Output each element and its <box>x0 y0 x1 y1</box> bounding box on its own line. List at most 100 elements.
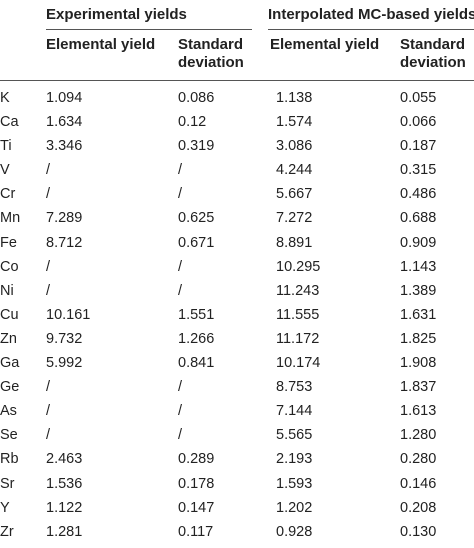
mc-yield-cell: 1.202 <box>276 499 313 516</box>
exp-sd-cell: 0.147 <box>178 499 215 516</box>
element-cell: Se <box>0 427 18 444</box>
mc-yield-cell: 0.928 <box>276 523 313 540</box>
mc-yield-cell: 3.086 <box>276 138 313 155</box>
table-row: Se / / 5.565 1.280 <box>0 425 474 449</box>
element-cell: Cu <box>0 306 19 323</box>
element-cell: Y <box>0 499 10 516</box>
element-cell: K <box>0 90 10 106</box>
element-cell: Zr <box>0 523 14 540</box>
exp-yield-cell: / <box>46 379 51 396</box>
table-row: Mn 7.289 0.625 7.272 0.688 <box>0 208 474 232</box>
table-row: Ti 3.346 0.319 3.086 0.187 <box>0 136 474 160</box>
exp-sd-cell: / <box>178 282 183 299</box>
table-row: Co / / 10.295 1.143 <box>0 257 474 281</box>
mc-sd-cell: 0.208 <box>400 499 437 516</box>
exp-sd-header-line1: Standard <box>178 36 244 53</box>
mc-sd-header-line2: deviation <box>400 54 466 71</box>
mc-sd-cell: 0.315 <box>400 162 437 179</box>
mc-yield-cell: 7.144 <box>276 403 313 420</box>
mc-sd-cell: 0.130 <box>400 523 437 540</box>
element-cell: Zn <box>0 330 17 347</box>
element-cell: Ge <box>0 379 20 396</box>
exp-sd-cell: / <box>178 379 183 396</box>
element-cell: Co <box>0 258 19 275</box>
mc-yield-cell: 5.667 <box>276 186 313 203</box>
table-row: Zn 9.732 1.266 11.172 1.825 <box>0 329 474 353</box>
mc-yield-cell: 1.138 <box>276 90 313 106</box>
mc-yield-cell: 11.243 <box>276 282 320 299</box>
element-cell: Fe <box>0 234 17 251</box>
exp-yield-cell: 9.732 <box>46 330 83 347</box>
experimental-header-rule <box>46 29 252 30</box>
table-row: Rb 2.463 0.289 2.193 0.280 <box>0 449 474 473</box>
mc-sd-cell: 0.055 <box>400 90 437 106</box>
exp-yield-cell: / <box>46 162 51 179</box>
mc-sd-cell: 1.825 <box>400 330 437 347</box>
mc-sd-cell: 0.909 <box>400 234 437 251</box>
table-row: Zr 1.281 0.117 0.928 0.130 <box>0 522 474 546</box>
exp-yield-cell: / <box>46 403 51 420</box>
exp-sd-cell: 0.319 <box>178 138 215 155</box>
table-row: Ca 1.634 0.12 1.574 0.066 <box>0 112 474 136</box>
header-bottom-rule <box>0 80 474 81</box>
exp-yield-cell: 7.289 <box>46 210 83 227</box>
element-cell: Mn <box>0 210 21 227</box>
exp-sd-cell: 0.086 <box>178 90 215 106</box>
exp-sd-cell: / <box>178 258 183 275</box>
element-cell: Sr <box>0 475 15 492</box>
element-cell: Ga <box>0 355 20 372</box>
element-cell: Rb <box>0 451 19 468</box>
exp-sd-cell: 0.117 <box>178 523 214 540</box>
table-row: As / / 7.144 1.613 <box>0 401 474 425</box>
mc-sd-cell: 1.280 <box>400 427 437 444</box>
element-cell: As <box>0 403 17 420</box>
exp-yield-cell: / <box>46 282 51 299</box>
table-row: Ge / / 8.753 1.837 <box>0 377 474 401</box>
mc-yield-cell: 11.172 <box>276 330 320 347</box>
table-row: Ga 5.992 0.841 10.174 1.908 <box>0 353 474 377</box>
mc-yield-header-label: Elemental yield <box>270 36 380 53</box>
mc-sd-cell: 1.613 <box>400 403 437 420</box>
mc-yield-cell: 4.244 <box>276 162 313 179</box>
exp-sd-cell: 0.841 <box>178 355 215 372</box>
mc-sd-cell: 1.908 <box>400 355 437 372</box>
experimental-yields-header: Experimental yields <box>46 6 187 23</box>
exp-yield-cell: 2.463 <box>46 451 83 468</box>
exp-sd-header: Standard deviation <box>178 36 244 72</box>
mc-sd-cell: 0.187 <box>400 138 437 155</box>
table-row: Cu 10.161 1.551 11.555 1.631 <box>0 305 474 329</box>
exp-sd-cell: / <box>178 186 183 203</box>
element-cell: Cr <box>0 186 16 203</box>
exp-yield-cell: 1.536 <box>46 475 83 492</box>
exp-yield-header: Elemental yield <box>46 36 155 54</box>
exp-yield-header-label: Elemental yield <box>46 36 156 53</box>
interpolated-yields-header: Interpolated MC-based yields <box>268 6 474 23</box>
mc-yield-cell: 1.574 <box>276 114 313 131</box>
mc-yield-cell: 11.555 <box>276 306 320 323</box>
mc-sd-cell: 1.837 <box>400 379 437 396</box>
element-cell: Ti <box>0 138 12 155</box>
mc-yield-cell: 1.593 <box>276 475 313 492</box>
element-cell: V <box>0 162 10 179</box>
mc-sd-cell: 0.688 <box>400 210 437 227</box>
exp-yield-cell: 8.712 <box>46 234 83 251</box>
table-row: Fe 8.712 0.671 8.891 0.909 <box>0 233 474 257</box>
element-cell: Ca <box>0 114 19 131</box>
table-row: Cr / / 5.667 0.486 <box>0 184 474 208</box>
mc-sd-cell: 1.143 <box>400 258 437 275</box>
exp-sd-cell: 0.178 <box>178 475 215 492</box>
mc-yield-cell: 10.295 <box>276 258 321 275</box>
exp-sd-cell: / <box>178 162 183 179</box>
exp-yield-cell: 1.634 <box>46 114 83 131</box>
mc-sd-cell: 0.280 <box>400 451 437 468</box>
mc-sd-header: Standard deviation <box>400 36 466 72</box>
mc-sd-cell: 0.486 <box>400 186 437 203</box>
exp-yield-cell: 1.122 <box>46 499 83 516</box>
exp-sd-cell: 1.266 <box>178 330 215 347</box>
exp-yield-cell: / <box>46 427 51 444</box>
mc-sd-cell: 1.389 <box>400 282 437 299</box>
exp-yield-cell: 1.094 <box>46 90 83 106</box>
table-row: Y 1.122 0.147 1.202 0.208 <box>0 498 474 522</box>
exp-yield-cell: 3.346 <box>46 138 83 155</box>
